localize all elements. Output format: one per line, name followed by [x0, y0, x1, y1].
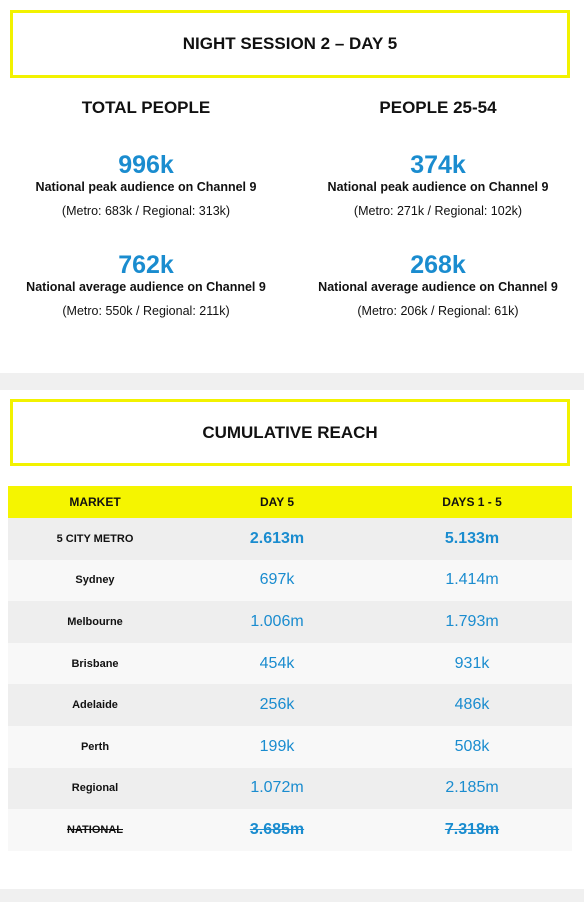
days1-5-cell: 1.793m — [372, 601, 572, 643]
total-peak-detail: (Metro: 683k / Regional: 313k) — [61, 204, 231, 218]
table-row: Adelaide 256k 486k — [8, 684, 572, 726]
p2554-peak-value: 374k — [410, 151, 466, 179]
market-cell: Melbourne — [8, 601, 182, 643]
day5-cell: 256k — [182, 684, 372, 726]
p2554-average-stat: 268k National average audience on Channe… — [292, 252, 584, 319]
total-people-column: TOTAL PEOPLE 996k National peak audience… — [0, 96, 292, 319]
days1-5-cell: 7.318m — [372, 809, 572, 851]
days1-5-cell: 486k — [372, 684, 572, 726]
p2554-peak-stat: 374k National peak audience on Channel 9… — [292, 152, 584, 219]
market-cell: NATIONAL — [8, 809, 182, 851]
reach-table: MARKET DAY 5 DAYS 1 - 5 5 CITY METRO 2.6… — [8, 486, 572, 851]
p2554-peak-label: National peak audience on Channel 9 — [327, 180, 549, 194]
day5-cell: 199k — [182, 725, 372, 768]
p2554-average-label: National average audience on Channel 9 — [318, 280, 558, 294]
reach-title: CUMULATIVE REACH — [202, 422, 378, 442]
total-peak-stat: 996k National peak audience on Channel 9… — [0, 152, 292, 219]
table-row: Brisbane 454k 931k — [8, 642, 572, 685]
table-row: Regional 1.072m 2.185m — [8, 767, 572, 810]
session-title: NIGHT SESSION 2 – DAY 5 — [182, 34, 398, 53]
day5-cell: 1.006m — [182, 601, 372, 643]
column-header-market: MARKET — [8, 486, 182, 518]
column-header-day5: DAY 5 — [182, 486, 372, 518]
reach-table-header: MARKET DAY 5 DAYS 1 - 5 — [8, 486, 572, 518]
market-cell: Sydney — [8, 559, 182, 602]
market-cell: 5 CITY METRO — [8, 518, 182, 560]
people-25-54-column: PEOPLE 25-54 374k National peak audience… — [292, 96, 584, 319]
days1-5-cell: 5.133m — [372, 518, 572, 560]
footer-divider — [0, 889, 584, 902]
section-divider — [0, 373, 584, 390]
market-cell: Adelaide — [8, 684, 182, 726]
total-peak-label: National peak audience on Channel 9 — [35, 180, 257, 194]
day5-cell: 1.072m — [182, 767, 372, 810]
days1-5-cell: 2.185m — [372, 767, 572, 810]
p2554-average-detail: (Metro: 206k / Regional: 61k) — [357, 304, 519, 318]
p2554-average-value: 268k — [410, 251, 466, 279]
day5-cell: 2.613m — [182, 518, 372, 560]
total-average-stat: 762k National average audience on Channe… — [0, 252, 292, 319]
total-people-heading: TOTAL PEOPLE — [81, 98, 211, 117]
people-25-54-heading: PEOPLE 25-54 — [379, 98, 497, 117]
p2554-peak-detail: (Metro: 271k / Regional: 102k) — [353, 204, 523, 218]
days1-5-cell: 508k — [372, 725, 572, 768]
table-row: NATIONAL 3.685m 7.318m — [8, 809, 572, 851]
days1-5-cell: 931k — [372, 642, 572, 685]
market-cell: Brisbane — [8, 642, 182, 685]
total-peak-value: 996k — [118, 151, 174, 179]
total-average-value: 762k — [118, 251, 174, 279]
column-header-days1-5: DAYS 1 - 5 — [372, 486, 572, 518]
session-title-box: NIGHT SESSION 2 – DAY 5 — [10, 10, 570, 78]
market-cell: Perth — [8, 725, 182, 768]
table-row: 5 CITY METRO 2.613m 5.133m — [8, 518, 572, 560]
table-row: Perth 199k 508k — [8, 725, 572, 768]
days1-5-cell: 1.414m — [372, 559, 572, 602]
table-row: Sydney 697k 1.414m — [8, 559, 572, 602]
day5-cell: 3.685m — [182, 809, 372, 851]
day5-cell: 454k — [182, 642, 372, 685]
day5-cell: 697k — [182, 559, 372, 602]
table-row: Melbourne 1.006m 1.793m — [8, 601, 572, 643]
reach-title-box: CUMULATIVE REACH — [10, 399, 570, 466]
total-average-detail: (Metro: 550k / Regional: 211k) — [62, 304, 230, 318]
total-average-label: National average audience on Channel 9 — [26, 280, 266, 294]
market-cell: Regional — [8, 767, 182, 810]
